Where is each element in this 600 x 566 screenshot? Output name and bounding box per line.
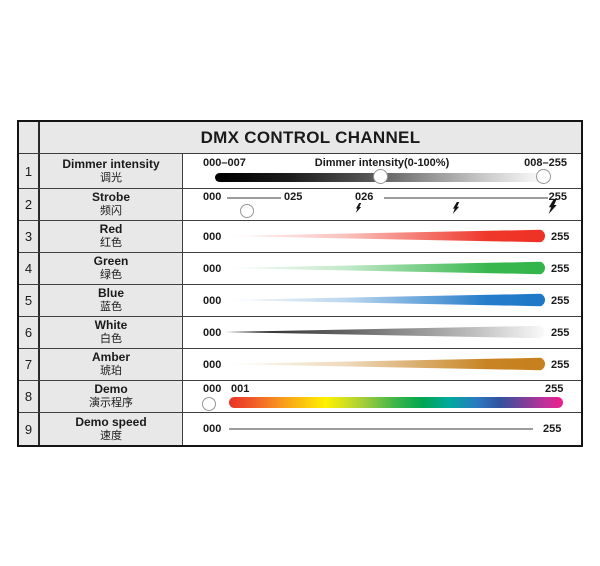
row-number: 8: [19, 381, 40, 412]
marker-circle-icon: [536, 169, 551, 184]
channel-name-cell: Green 绿色: [40, 253, 183, 284]
range-label: 000: [203, 230, 222, 243]
marker-circle-icon: [202, 397, 216, 411]
channel-name-cn: 绿色: [100, 269, 122, 282]
channel-name-en: Demo speed: [75, 414, 147, 429]
row-number: 5: [19, 285, 40, 316]
range-label: 255: [551, 230, 570, 243]
channel-name-cell: Demo 演示程序: [40, 381, 183, 412]
channel-name-cn: 演示程序: [89, 397, 133, 410]
row-demo: 8 Demo 演示程序 000 001 255: [19, 381, 581, 413]
header-number-cell: [19, 122, 40, 153]
range-label: 255: [551, 326, 570, 339]
lightning-bolt-icon-large: [548, 199, 557, 214]
channel-name-cn: 调光: [100, 171, 122, 184]
range-label: 026: [355, 191, 374, 203]
range-label: 255: [543, 423, 562, 435]
amber-value-cell: 000 255: [183, 349, 581, 380]
channel-name-cn: 红色: [100, 237, 122, 250]
channel-name-en: Blue: [97, 286, 124, 301]
channel-name-en: Red: [99, 222, 123, 237]
range-label: 001: [231, 383, 250, 395]
range-description: Dimmer intensity(0-100%): [314, 157, 450, 169]
channel-name-cell: Amber 琥珀: [40, 349, 183, 380]
channel-name-cn: 蓝色: [100, 301, 122, 314]
range-label: 255: [551, 262, 570, 275]
demo-gradient-bar: [229, 397, 563, 408]
dimmer-value-cell: 000–007 Dimmer intensity(0-100%) 008–255: [183, 154, 581, 188]
range-label: 000: [203, 383, 222, 395]
amber-taper-bar: [225, 357, 546, 371]
channel-name-en: Green: [93, 254, 129, 269]
channel-name-cn: 速度: [100, 429, 122, 442]
strobe-value-cell: 000 025 026 255: [183, 189, 581, 220]
demo-speed-value-cell: 000 255: [183, 413, 581, 445]
blue-taper-bar: [225, 293, 546, 307]
red-taper-bar: [225, 229, 546, 243]
demo-value-cell: 000 001 255: [183, 381, 581, 412]
range-label: 000: [203, 294, 222, 307]
red-value-cell: 000 255: [183, 221, 581, 252]
range-label: 255: [545, 383, 564, 395]
range-line: [229, 428, 533, 430]
marker-circle-icon: [240, 204, 254, 218]
row-white: 6 White 白色 000 255: [19, 317, 581, 349]
range-label: 000: [203, 262, 222, 275]
channel-name-en: Dimmer intensity: [62, 156, 160, 171]
channel-name-en: Strobe: [91, 190, 130, 205]
range-label: 000–007: [203, 157, 246, 169]
row-number: 9: [19, 413, 40, 445]
row-demo-speed: 9 Demo speed 速度 000 255: [19, 413, 581, 445]
row-blue: 5 Blue 蓝色 000 255: [19, 285, 581, 317]
table-title: DMX CONTROL CHANNEL: [40, 122, 581, 153]
row-red: 3 Red 红色 000 255: [19, 221, 581, 253]
range-line: [227, 197, 281, 199]
channel-name-cell: Dimmer intensity 调光: [40, 154, 183, 188]
range-label: 000: [203, 191, 222, 203]
channel-name-en: Amber: [91, 350, 130, 365]
channel-name-en: White: [94, 318, 128, 333]
channel-name-cn: 琥珀: [100, 365, 122, 378]
channel-name-cell: Blue 蓝色: [40, 285, 183, 316]
range-label: 008–255: [524, 157, 567, 169]
channel-name-cell: Demo speed 速度: [40, 413, 183, 445]
range-line: [384, 197, 548, 199]
channel-name-cell: Red 红色: [40, 221, 183, 252]
dmx-channel-table: DMX CONTROL CHANNEL 1 Dimmer intensity 调…: [17, 120, 583, 447]
row-number: 3: [19, 221, 40, 252]
table-header-row: DMX CONTROL CHANNEL: [19, 122, 581, 154]
range-label: 255: [551, 294, 570, 307]
range-label: 000: [203, 326, 222, 339]
lightning-bolt-icon-medium: [452, 202, 460, 214]
green-value-cell: 000 255: [183, 253, 581, 284]
row-number: 6: [19, 317, 40, 348]
lightning-bolt-icon-small: [355, 203, 362, 213]
channel-name-cn: 频闪: [100, 205, 122, 218]
channel-name-cell: White 白色: [40, 317, 183, 348]
range-label: 025: [284, 191, 303, 203]
marker-circle-icon: [373, 169, 388, 184]
row-dimmer: 1 Dimmer intensity 调光 000–007 Dimmer int…: [19, 154, 581, 189]
white-taper-bar: [225, 325, 546, 339]
range-label: 000: [203, 358, 222, 371]
range-label: 000: [203, 423, 222, 435]
row-number: 1: [19, 154, 40, 188]
row-number: 2: [19, 189, 40, 220]
channel-name-cell: Strobe 频闪: [40, 189, 183, 220]
channel-name-cn: 白色: [100, 333, 122, 346]
row-amber: 7 Amber 琥珀 000 255: [19, 349, 581, 381]
row-number: 7: [19, 349, 40, 380]
channel-name-en: Demo: [94, 382, 128, 397]
row-strobe: 2 Strobe 频闪 000 025 026 255: [19, 189, 581, 221]
row-green: 4 Green 绿色 000 255: [19, 253, 581, 285]
range-label: 255: [551, 358, 570, 371]
green-taper-bar: [225, 261, 546, 275]
blue-value-cell: 000 255: [183, 285, 581, 316]
row-number: 4: [19, 253, 40, 284]
white-value-cell: 000 255: [183, 317, 581, 348]
